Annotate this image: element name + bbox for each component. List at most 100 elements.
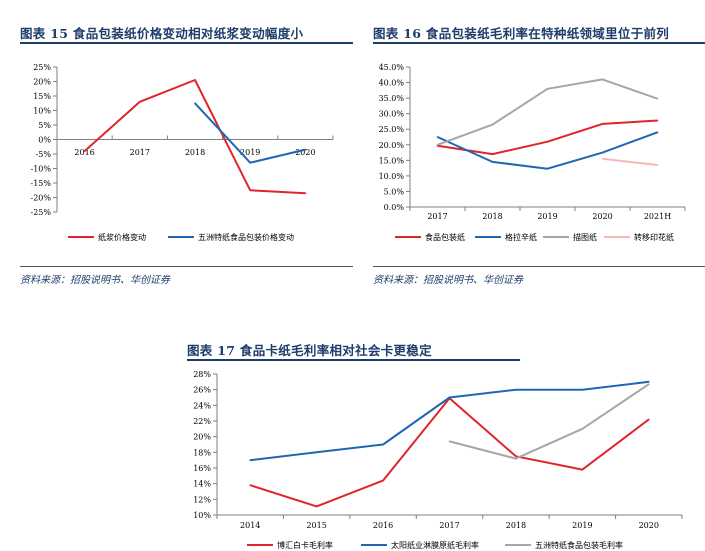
- chart1-series-2-point: [436, 143, 439, 146]
- chart1-series-1-point: [546, 167, 549, 170]
- chart1-y-tick-label: 40.0%: [379, 79, 405, 88]
- chart1-series-0-point: [601, 123, 604, 125]
- chart2-series-1-point: [647, 381, 650, 383]
- chart2-series-2-point: [647, 383, 650, 385]
- fig16-bottom-rule: [373, 266, 705, 267]
- chart0-legend-label-0: 纸浆价格变动: [98, 232, 146, 242]
- chart2-series-0-point: [315, 505, 318, 508]
- chart0-x-tick-label: 2016: [74, 148, 94, 157]
- chart1-y-tick-label: 30.0%: [379, 110, 405, 119]
- chart0-y-tick-label: 15%: [33, 92, 51, 101]
- chart1-series-2-point: [656, 97, 659, 100]
- chart1-y-tick-label: 35.0%: [379, 94, 405, 103]
- chart1-series-1-point: [436, 136, 439, 138]
- fig15-title-rule: [20, 42, 353, 44]
- chart1-x-tick-label: 2020: [592, 212, 612, 221]
- chart2-series-2-line: [449, 383, 650, 460]
- chart2-x-tick-label: 2016: [373, 521, 393, 530]
- chart1-y-tick-label: 45.0%: [379, 63, 405, 72]
- chart2-x-tick-label: 2015: [306, 521, 326, 530]
- chart0-x-tick-label: 2020: [295, 148, 315, 157]
- fig16-title-rule: [373, 42, 705, 44]
- chart0-y-tick-label: -25%: [31, 208, 52, 217]
- chart1-series-1-point: [491, 161, 494, 163]
- chart2-y-tick-label: 22%: [193, 417, 211, 426]
- chart2-x-tick-label: 2014: [240, 521, 260, 530]
- chart1-series-0-point: [491, 153, 494, 155]
- chart1-series-3-point: [601, 157, 604, 160]
- chart2-legend-label-1: 太阳纸业淋膜原纸毛利率: [391, 540, 479, 550]
- chart1-y-tick-label: 20.0%: [379, 141, 405, 150]
- chart0-x-tick-label: 2017: [130, 148, 150, 157]
- chart0-legend-label-1: 五洲特纸食品包装价格变动: [198, 232, 294, 242]
- chart2-x-tick-label: 2018: [506, 521, 526, 530]
- chart0-y-tick-label: 20%: [33, 78, 51, 87]
- fig15-source: 资料来源：招股说明书、华创证券: [20, 275, 170, 286]
- chart2-y-tick-label: 20%: [193, 433, 211, 442]
- chart0-series-0-point: [83, 150, 86, 152]
- chart2-series-0-point: [581, 468, 584, 471]
- chart0-y-tick-label: -20%: [31, 194, 52, 203]
- chart1-y-tick-label: 15.0%: [379, 156, 405, 165]
- chart0-series-0-point: [304, 192, 307, 194]
- chart0-series-0-point: [139, 101, 141, 103]
- chart1-series-0-line: [437, 119, 658, 156]
- chart2-y-tick-label: 12%: [193, 495, 211, 504]
- chart1-x-tick-label: 2017: [427, 212, 447, 221]
- chart1-series-0-point: [546, 140, 549, 143]
- fig17-title: 图表 17 食品卡纸毛利率相对社会卡更稳定: [187, 343, 432, 358]
- fig16-source: 资料来源：招股说明书、华创证券: [373, 275, 523, 286]
- fig15-bottom-rule: [20, 266, 353, 267]
- chart0-series-1-point: [194, 102, 196, 105]
- chart1-x-tick-label: 2019: [537, 212, 557, 221]
- chart0-series-0-point: [249, 189, 251, 192]
- chart2-y-tick-label: 16%: [193, 464, 211, 473]
- chart0-series-1-point: [249, 161, 251, 164]
- chart2-series-1-point: [315, 451, 318, 454]
- chart1-series-2-point: [491, 123, 494, 126]
- chart2-series-1-point: [581, 388, 584, 391]
- chart2-series-0-point: [249, 484, 252, 487]
- chart2-series-1-point: [515, 388, 517, 391]
- chart2-y-tick-label: 24%: [193, 401, 211, 410]
- chart1-y-tick-label: 0.0%: [384, 203, 405, 212]
- fig17-title-rule: [187, 359, 520, 361]
- chart1-legend-label-3: 转移印花纸: [634, 232, 674, 242]
- chart2-series-0-point: [515, 455, 517, 458]
- chart0-y-tick-label: -15%: [31, 179, 52, 188]
- chart2-series-1-point: [448, 396, 451, 399]
- chart1-series-2-point: [601, 78, 604, 81]
- chart2-y-tick-label: 10%: [193, 511, 211, 520]
- chart1-series-0-point: [656, 119, 659, 122]
- chart1-x-tick-label: 2021H: [644, 212, 671, 221]
- chart2-y-tick-label: 28%: [193, 370, 211, 379]
- chart2-x-tick-label: 2019: [572, 521, 592, 530]
- chart0-series-1-point: [304, 148, 307, 151]
- chart1-series-1-point: [656, 131, 659, 134]
- chart2-y-tick-label: 14%: [193, 480, 211, 489]
- chart2-legend-label-2: 五洲特纸食品包装毛利率: [535, 540, 623, 550]
- chart1-legend-label-0: 食品包装纸: [425, 232, 465, 242]
- chart2-x-tick-label: 2020: [639, 521, 659, 530]
- chart0-series-0-line: [83, 79, 306, 195]
- chart2-series-1-point: [382, 443, 384, 446]
- chart2-y-tick-label: 18%: [193, 448, 211, 457]
- chart1-series-1-point: [601, 151, 604, 154]
- chart2-series-2-point: [448, 440, 451, 443]
- chart1-legend-label-2: 描图纸: [573, 232, 597, 242]
- chart2-x-tick-label: 2017: [439, 521, 459, 530]
- chart2-series-1-line: [250, 380, 649, 462]
- chart0-x-tick-label: 2018: [185, 148, 205, 157]
- chart1-series-3-point: [656, 164, 659, 166]
- chart2-series-0-point: [647, 418, 650, 421]
- chart1-y-tick-label: 25.0%: [379, 125, 405, 134]
- chart2-series-2-point: [515, 457, 517, 460]
- chart2-series-0-point: [382, 479, 384, 482]
- chart0-y-tick-label: 10%: [33, 107, 51, 116]
- fig16-title: 图表 16 食品包装纸毛利率在特种纸领域里位于前列: [373, 26, 670, 41]
- chart0-series-0-point: [194, 79, 196, 81]
- chart0-x-tick-label: 2019: [240, 148, 260, 157]
- chart2-legend-label-0: 博汇白卡毛利率: [277, 540, 333, 550]
- chart0-y-tick-label: -5%: [36, 150, 52, 159]
- chart0-y-tick-label: -10%: [31, 165, 52, 174]
